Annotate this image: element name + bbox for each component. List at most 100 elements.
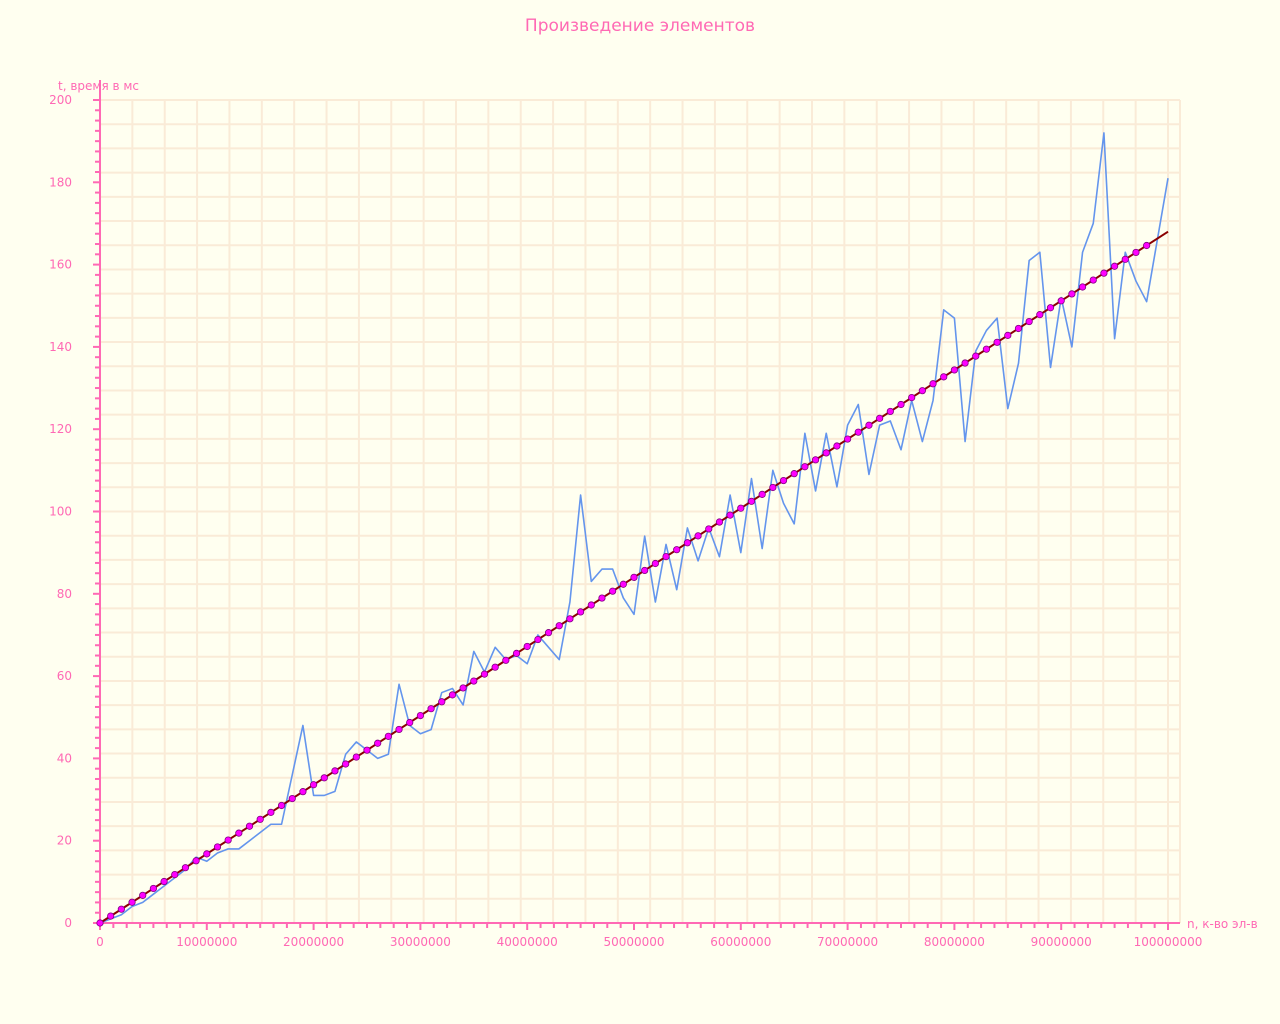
fit-series-point xyxy=(204,851,210,857)
fit-series-point xyxy=(609,588,615,594)
fit-series-point xyxy=(759,491,765,497)
y-tick-label: 20 xyxy=(57,834,72,848)
fit-series-point xyxy=(951,367,957,373)
fit-series-point xyxy=(492,664,498,670)
fit-series-point xyxy=(342,761,348,767)
y-tick-label: 160 xyxy=(49,258,72,272)
x-tick-label: 50000000 xyxy=(603,935,664,949)
y-tick-label: 0 xyxy=(64,916,72,930)
y-tick-label: 80 xyxy=(57,587,72,601)
fit-series-point xyxy=(738,505,744,511)
fit-series-point xyxy=(268,809,274,815)
fit-series-point xyxy=(310,782,316,788)
fit-series-point xyxy=(140,892,146,898)
fit-series-point xyxy=(300,788,306,794)
fit-series-point xyxy=(246,823,252,829)
fit-series-point xyxy=(129,899,135,905)
fit-series-point xyxy=(823,450,829,456)
fit-series-point xyxy=(1090,277,1096,283)
fit-series-point xyxy=(289,795,295,801)
fit-series-point xyxy=(150,885,156,891)
fit-series-point xyxy=(524,643,530,649)
fit-series-point xyxy=(182,864,188,870)
y-tick-label: 120 xyxy=(49,422,72,436)
fit-series-point xyxy=(706,526,712,532)
fit-series-point xyxy=(556,623,562,629)
fit-series-point xyxy=(503,657,509,663)
x-tick-label: 60000000 xyxy=(710,935,771,949)
y-axis-title: t, время в мс xyxy=(58,79,139,93)
fit-series-point xyxy=(641,567,647,573)
fit-series-point xyxy=(866,422,872,428)
fit-series-point xyxy=(631,574,637,580)
fit-series-point xyxy=(599,595,605,601)
fit-series-point xyxy=(535,636,541,642)
fit-series-point xyxy=(983,346,989,352)
fit-series-point xyxy=(652,560,658,566)
fit-series-point xyxy=(876,415,882,421)
fit-series-point xyxy=(1143,242,1149,248)
fit-series-point xyxy=(770,484,776,490)
fit-series-point xyxy=(118,906,124,912)
fit-series-point xyxy=(471,678,477,684)
fit-series-point xyxy=(193,858,199,864)
fit-series-point xyxy=(439,699,445,705)
fit-series-point xyxy=(577,609,583,615)
fit-series-point xyxy=(908,394,914,400)
x-tick-label: 20000000 xyxy=(283,935,344,949)
fit-series-point xyxy=(1079,284,1085,290)
fit-series-point xyxy=(1047,305,1053,311)
fit-series-point xyxy=(225,837,231,843)
fit-series-point xyxy=(396,726,402,732)
fit-series-point xyxy=(780,477,786,483)
fit-series-point xyxy=(716,519,722,525)
fit-series-point xyxy=(1122,256,1128,262)
fit-series-point xyxy=(449,692,455,698)
fit-series-point xyxy=(727,512,733,518)
y-tick-label: 200 xyxy=(49,93,72,107)
y-tick-label: 100 xyxy=(49,505,72,519)
fit-series-point xyxy=(802,464,808,470)
fit-series-point xyxy=(513,650,519,656)
fit-series-point xyxy=(161,878,167,884)
x-tick-label: 30000000 xyxy=(390,935,451,949)
fit-series-point xyxy=(172,871,178,877)
data-series xyxy=(97,133,1168,926)
fit-series-point xyxy=(855,429,861,435)
x-tick-label: 70000000 xyxy=(817,935,878,949)
fit-series-point xyxy=(1133,249,1139,255)
fit-series-point xyxy=(214,844,220,850)
grid xyxy=(100,100,1180,923)
y-tick-label: 140 xyxy=(49,340,72,354)
fit-series-point xyxy=(748,498,754,504)
x-tick-label: 80000000 xyxy=(924,935,985,949)
fit-series-point xyxy=(812,457,818,463)
y-tick-label: 40 xyxy=(57,751,72,765)
fit-series-point xyxy=(407,719,413,725)
x-tick-label: 10000000 xyxy=(176,935,237,949)
y-tick-label: 180 xyxy=(49,175,72,189)
fit-series-point xyxy=(321,775,327,781)
fit-series-point xyxy=(620,581,626,587)
x-tick-label: 40000000 xyxy=(497,935,558,949)
fit-series-point xyxy=(1037,311,1043,317)
fit-series-point xyxy=(236,830,242,836)
fit-series-point xyxy=(941,374,947,380)
fit-series-point xyxy=(663,553,669,559)
fit-series-point xyxy=(1101,270,1107,276)
fit-series-point xyxy=(684,540,690,546)
fit-series-point xyxy=(257,816,263,822)
fit-series-point xyxy=(1005,332,1011,338)
fit-series-point xyxy=(97,920,103,926)
fit-series-point xyxy=(674,546,680,552)
fit-series-point xyxy=(428,705,434,711)
x-tick-label: 0 xyxy=(96,935,104,949)
fit-series-point xyxy=(834,443,840,449)
fit-series-point xyxy=(1058,298,1064,304)
x-axis-title: n, к-во эл-в xyxy=(1187,917,1258,931)
fit-series-point xyxy=(1111,263,1117,269)
fit-series-point xyxy=(887,408,893,414)
fit-series-point xyxy=(962,360,968,366)
fit-series-point xyxy=(791,470,797,476)
